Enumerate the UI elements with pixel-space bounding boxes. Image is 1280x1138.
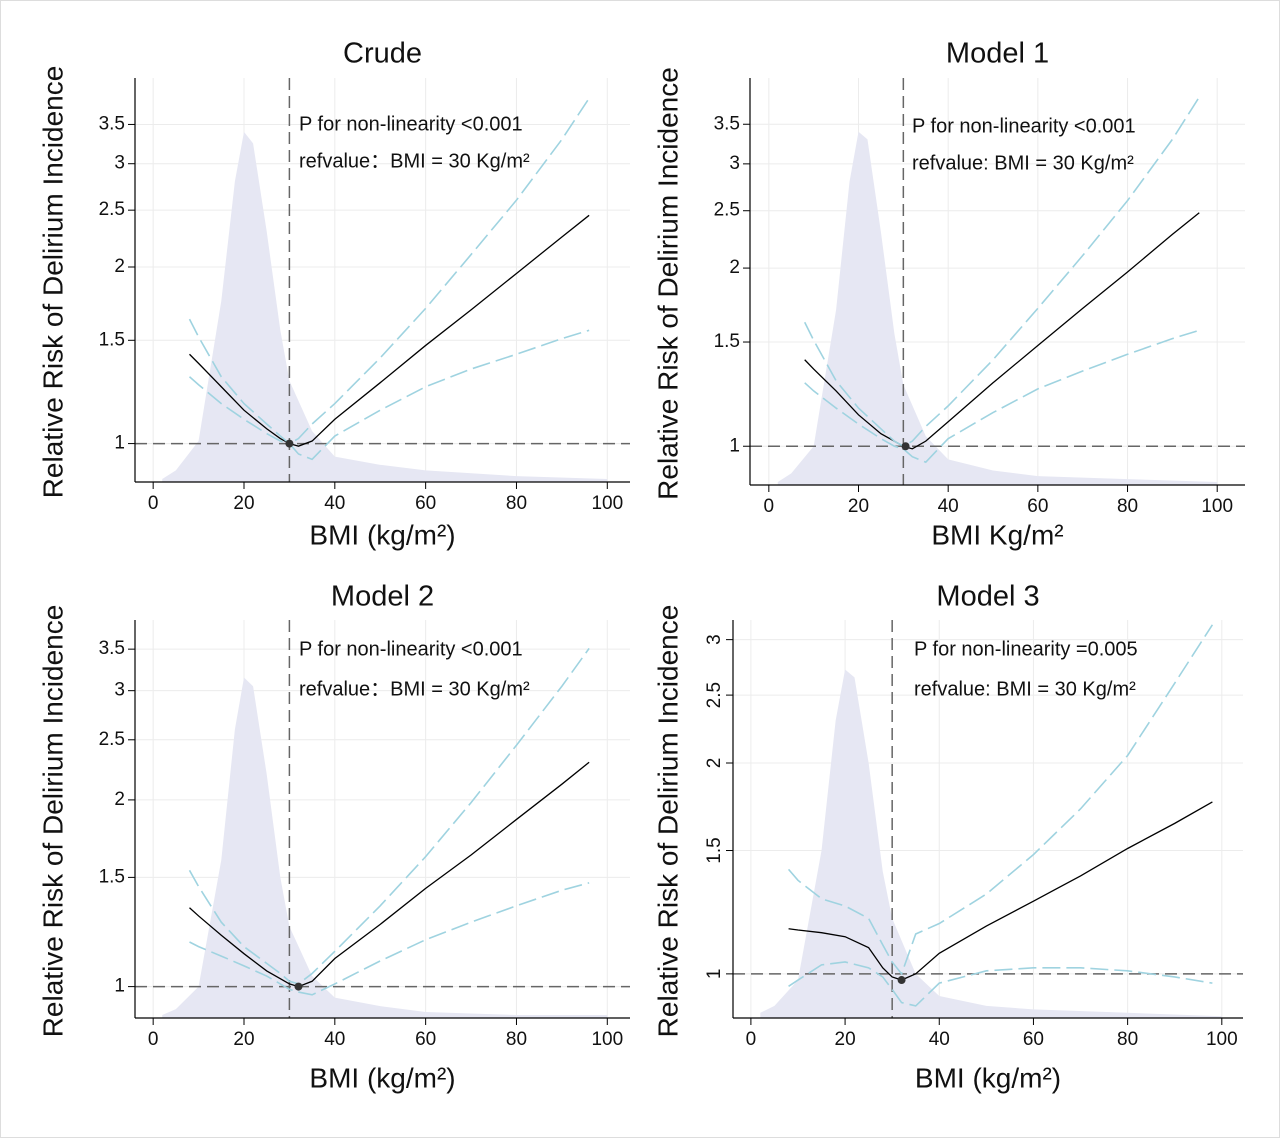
ci-line (188, 329, 590, 461)
x-axis-label: BMI (kg/m²) (915, 1062, 1061, 1093)
y-tick-label: 2 (114, 789, 125, 810)
density-area (777, 131, 1218, 485)
annotation: P for non-linearity =0.005 (914, 638, 1138, 660)
annotation: refvalue: BMI = 30 Kg/m² (914, 678, 1136, 700)
estimate-line (804, 212, 1200, 450)
y-tick-label: 2 (114, 256, 125, 277)
annotation: P for non-linearity <0.001 (299, 638, 523, 660)
x-tick-label: 80 (1117, 496, 1138, 517)
x-tick-label: 0 (148, 1029, 159, 1050)
y-tick-label: 3 (114, 153, 125, 174)
x-tick-label: 20 (848, 496, 869, 517)
x-tick-label: 80 (1117, 1029, 1138, 1050)
panel: 0 20 40 60 80 100 1 1.5 2 2.5 3 Model 3 BMI (kg/m²) R… (652, 581, 1243, 1093)
annotation: refvalue：BMI = 30 Kg/m² (299, 150, 530, 172)
panel: 0 20 40 60 80 100 1 1.5 2 2.5 3 3.5 Model 2 BMI (kg/m… (37, 581, 630, 1093)
y-tick-label: 3.5 (99, 638, 125, 659)
x-tick-label: 60 (415, 493, 436, 514)
ci-line (188, 97, 590, 445)
x-tick-label: 100 (591, 1029, 623, 1050)
y-axis-label: Relative Risk of Delirium Incidence (652, 67, 683, 500)
y-tick-label: 2.5 (714, 200, 740, 221)
x-tick-label: 0 (148, 493, 159, 514)
x-axis-label: BMI (kg/m²) (309, 519, 455, 550)
x-tick-label: 60 (1023, 1029, 1044, 1050)
x-tick-label: 80 (506, 1029, 527, 1050)
panel-title: Model 2 (331, 581, 434, 613)
y-tick-label: 2.5 (99, 729, 125, 750)
y-tick-label: 2.5 (704, 682, 725, 708)
panel-title: Model 1 (946, 38, 1049, 70)
x-tick-label: 40 (324, 493, 345, 514)
x-tick-label: 0 (746, 1029, 757, 1050)
y-tick-label: 3.5 (714, 113, 740, 134)
x-tick-label: 100 (1206, 1029, 1238, 1050)
ci-line (787, 624, 1214, 976)
ci-line (188, 647, 590, 985)
x-axis-label: BMI Kg/m² (931, 519, 1063, 550)
x-tick-label: 60 (415, 1029, 436, 1050)
x-tick-label: 100 (1201, 496, 1233, 517)
reference-point (294, 982, 303, 991)
x-tick-label: 40 (324, 1029, 345, 1050)
ci-line (803, 96, 1200, 448)
y-tick-label: 1.5 (704, 837, 725, 863)
x-tick-label: 20 (835, 1029, 856, 1050)
ci-line (189, 882, 590, 996)
y-tick-label: 1.5 (99, 329, 125, 350)
y-tick-label: 1.5 (714, 331, 740, 352)
y-tick-label: 1 (729, 435, 740, 456)
annotation: refvalue: BMI = 30 Kg/m² (912, 152, 1134, 174)
y-tick-label: 3 (704, 634, 725, 645)
y-tick-label: 1 (704, 969, 725, 980)
x-tick-label: 80 (506, 493, 527, 514)
x-tick-label: 20 (233, 1029, 254, 1050)
ci-line (804, 329, 1200, 464)
panel: 0 20 40 60 80 100 1 1.5 2 2.5 3 3.5 Crude BMI (kg/m²)… (37, 38, 630, 550)
panel-title: Model 3 (936, 581, 1039, 613)
y-tick-label: 2 (704, 758, 725, 769)
ci-line (788, 961, 1213, 1007)
y-axis-label: Relative Risk of Delirium Incidence (37, 66, 68, 499)
y-tick-label: 3 (729, 153, 740, 174)
density-area (162, 131, 608, 482)
x-axis-label: BMI (kg/m²) (309, 1062, 455, 1093)
x-tick-label: 100 (591, 493, 623, 514)
x-tick-label: 20 (233, 493, 254, 514)
y-tick-label: 3 (114, 680, 125, 701)
x-tick-label: 0 (764, 496, 775, 517)
y-tick-label: 2.5 (99, 199, 125, 220)
reference-point (901, 442, 910, 451)
annotation: P for non-linearity <0.001 (912, 115, 1136, 137)
y-tick-label: 1.5 (99, 866, 125, 887)
density-area (162, 677, 608, 1018)
reference-point (897, 976, 906, 985)
y-axis-label: Relative Risk of Delirium Incidence (37, 605, 68, 1038)
x-tick-label: 40 (929, 1029, 950, 1050)
panel-title: Crude (343, 38, 422, 70)
y-axis-label: Relative Risk of Delirium Incidence (652, 605, 683, 1038)
estimate-line (189, 214, 590, 447)
annotation: P for non-linearity <0.001 (299, 113, 523, 135)
estimate-line (788, 801, 1213, 981)
y-tick-label: 1 (114, 433, 125, 454)
annotation: refvalue：BMI = 30 Kg/m² (299, 678, 530, 700)
estimate-line (189, 761, 590, 988)
x-tick-label: 60 (1027, 496, 1048, 517)
panel: 0 20 40 60 80 100 1 1.5 2 2.5 3 3.5 Model 1 BMI Kg/m²… (652, 38, 1245, 550)
y-tick-label: 3.5 (99, 113, 125, 134)
reference-point (285, 439, 294, 448)
y-tick-label: 1 (114, 976, 125, 997)
x-tick-label: 40 (938, 496, 959, 517)
y-tick-label: 2 (729, 257, 740, 278)
